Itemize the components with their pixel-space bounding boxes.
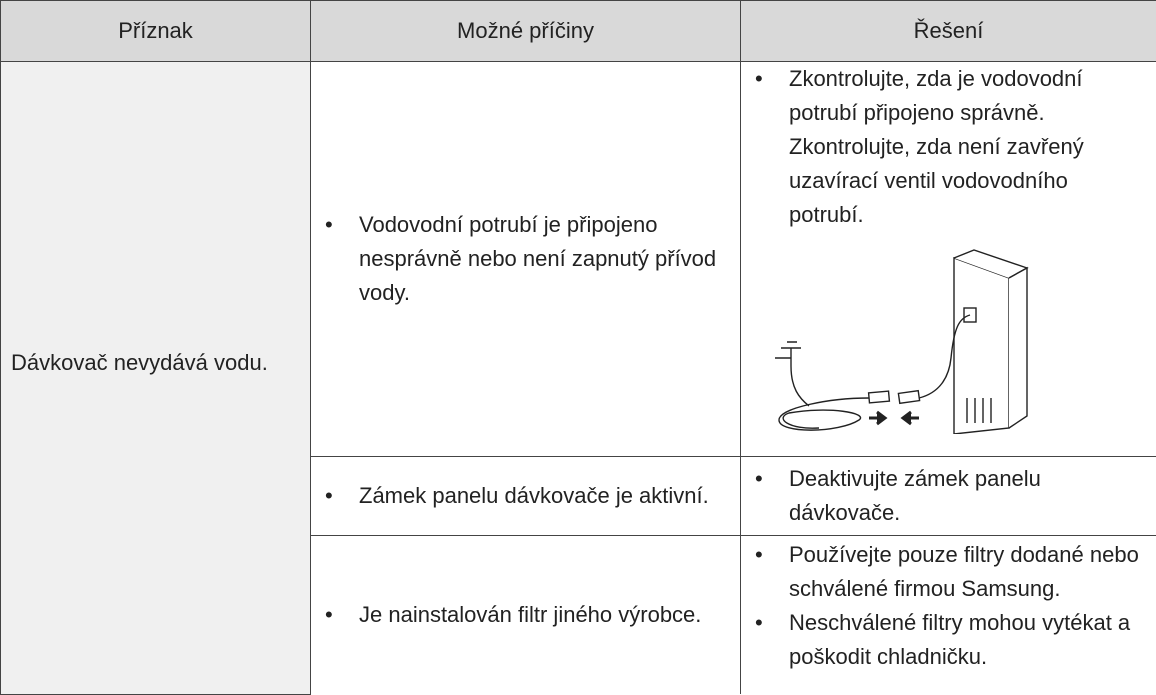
solution-cell: Používejte pouze filtry dodané nebo schv… [741, 536, 1156, 695]
solution-cell: Zkontrolujte, zda je vodovodní potrubí p… [741, 62, 1156, 457]
cause: Zámek panelu dávkovače je aktivní. [311, 479, 730, 513]
page: Příznak Možné příčiny Řešení Dávkovač ne… [0, 0, 1156, 681]
illustration [769, 248, 1029, 434]
cause-cell: Vodovodní potrubí je připojeno nesprávně… [311, 62, 741, 457]
solution-cell: Deaktivujte zámek panelu dávkovače. [741, 457, 1156, 536]
cause-cell: Zámek panelu dávkovače je aktivní. [311, 457, 741, 536]
solution: Deaktivujte zámek panelu dávkovače. [741, 462, 1146, 530]
header-row: Příznak Možné příčiny Řešení [1, 1, 1156, 62]
solution: Používejte pouze filtry dodané nebo schv… [741, 538, 1146, 606]
symptom-cell: Dávkovač nevydává vodu. [1, 62, 311, 695]
solution: Neschválené filtry mohou vytékat a poško… [741, 606, 1146, 674]
solution: Zkontrolujte, zda je vodovodní potrubí p… [741, 62, 1146, 232]
cause-cell: Je nainstalován filtr jiného výrobce. [311, 536, 741, 695]
symptom: Dávkovač nevydává vodu. [11, 346, 300, 380]
table-row: Dávkovač nevydává vodu. Vodovodní potrub… [1, 62, 1156, 457]
header-cell: Řešení [741, 1, 1156, 62]
cause: Je nainstalován filtr jiného výrobce. [311, 598, 730, 632]
header-cell: Možné příčiny [311, 1, 741, 62]
header-cell: Příznak [1, 1, 311, 62]
cause: Vodovodní potrubí je připojeno nesprávně… [311, 208, 730, 310]
